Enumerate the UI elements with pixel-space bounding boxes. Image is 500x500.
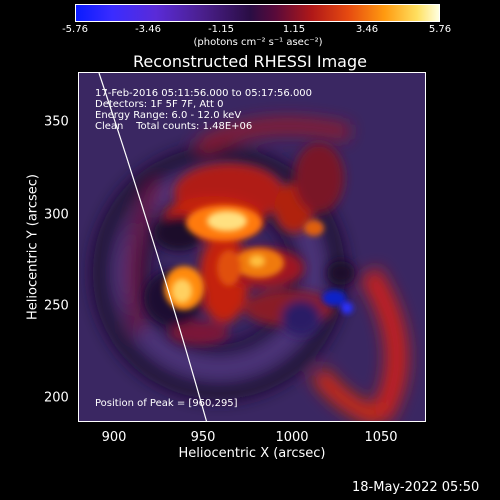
colorbar	[75, 4, 440, 22]
detectors-label: Detectors: 1F 5F 7F, Att 0	[95, 99, 224, 110]
y-tick: 350	[44, 114, 69, 130]
colorbar-tick: -3.46	[135, 24, 161, 35]
y-tick: 200	[44, 390, 69, 406]
clean-label: Clean Total counts: 1.48E+06	[95, 121, 253, 132]
colorbar-tick: -1.15	[208, 24, 234, 35]
x-tick: 1050	[364, 430, 398, 445]
y-axis-label: Heliocentric Y (arcsec)	[25, 174, 41, 320]
colorbar-tick: 5.76	[428, 24, 452, 35]
y-tick: 300	[44, 207, 69, 223]
colorbar-tick: 1.15	[282, 24, 306, 35]
x-tick: 1000	[275, 430, 309, 445]
colorbar-units: (photons cm⁻² s⁻¹ asec⁻²)	[193, 37, 323, 48]
x-axis-label: Heliocentric X (arcsec)	[178, 446, 326, 461]
rhessi-image	[78, 72, 426, 422]
plot-title: Reconstructed RHESSI Image	[133, 52, 367, 71]
colorbar-tick: -5.76	[62, 24, 88, 35]
image-canvas	[79, 73, 425, 421]
time-range-label: 17-Feb-2016 05:11:56.000 to 05:17:56.000	[95, 88, 313, 99]
x-tick: 950	[190, 430, 216, 445]
y-tick: 250	[44, 298, 69, 314]
generated-timestamp: 18-May-2022 05:50	[352, 480, 480, 495]
colorbar-tick: 3.46	[355, 24, 379, 35]
energy-range-label: Energy Range: 6.0 - 12.0 keV	[95, 110, 242, 121]
x-tick: 900	[101, 430, 127, 445]
peak-position-label: Position of Peak = [960,295]	[95, 398, 238, 409]
